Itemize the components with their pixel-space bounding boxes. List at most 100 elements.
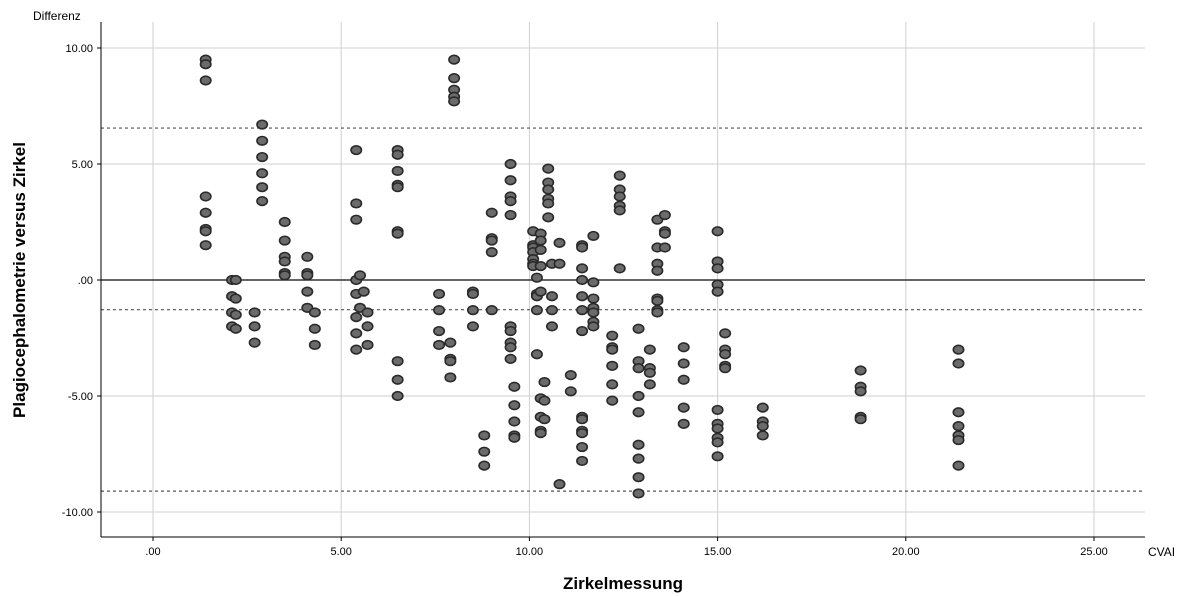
data-point [658,209,671,221]
data-point [677,374,690,385]
data-point [756,430,769,441]
data-point [278,235,291,246]
data-point [256,135,269,146]
data-point [632,488,645,499]
data-point [651,295,664,306]
x-tick-label: 25.00 [1080,546,1108,558]
data-point [256,196,269,207]
x-tick-label: 15.00 [704,546,732,558]
data-point [606,330,619,341]
data-point [199,191,212,202]
data-point [301,251,314,262]
data-point [504,342,517,353]
data-point [952,434,965,446]
data-point [229,309,242,320]
data-point [248,321,261,332]
data-point [711,263,724,274]
data-point [199,207,212,218]
data-point [256,151,269,163]
y-unit-label: Differenz [33,9,81,23]
data-point [538,376,551,388]
data-point [613,263,626,274]
data-point [711,404,724,416]
data-point [542,212,555,223]
data-point [632,407,645,418]
data-point [576,414,589,425]
data-point [350,344,363,355]
data-point [952,344,965,355]
data-point [466,321,479,332]
data-point [301,270,314,281]
data-point [651,307,664,318]
data-point [508,381,521,392]
data-point [643,344,656,355]
data-point [952,407,965,418]
data-point [485,207,498,218]
data-point [485,247,498,258]
data-point [587,321,600,332]
data-point [756,421,769,432]
data-point [530,305,543,316]
data-point [229,293,242,304]
y-tick-label: 10.00 [65,43,93,55]
data-point [448,73,461,84]
data-point [391,374,404,385]
data-point [466,288,479,300]
data-point [391,149,404,160]
data-point [576,291,589,302]
data-point [576,274,589,286]
data-point [301,286,314,297]
data-point [391,390,404,402]
data-point [199,75,212,86]
data-point [711,423,724,434]
data-point [606,379,619,390]
data-point [534,260,547,272]
data-point [538,414,551,425]
data-point [632,453,645,464]
y-tick-label: -5.00 [68,391,93,403]
data-point [508,416,521,427]
data-point [553,237,566,248]
data-point [199,240,212,251]
data-point [504,325,517,337]
data-point [658,228,671,239]
data-point [632,472,645,483]
data-point [587,293,600,304]
data-point [854,365,867,376]
data-point [433,325,446,337]
data-point [308,307,321,318]
data-point [504,196,517,207]
data-point [576,305,589,316]
data-point [504,158,517,170]
data-point [350,198,363,209]
data-point [485,235,498,246]
data-point [576,441,589,453]
data-point [542,184,555,195]
x-axis-title: Zirkelmessung [563,574,683,593]
data-point [466,305,479,316]
data-point [391,228,404,239]
data-point [508,432,521,443]
data-point [587,307,600,318]
data-point [534,244,547,255]
data-point [530,272,543,283]
data-point [564,370,577,381]
data-point [651,265,664,276]
y-axis-title: Plagiocephalometrie versus Zirkel [10,142,29,418]
data-point [248,337,261,348]
data-point [719,349,732,360]
data-point [278,216,291,228]
x-tick-label: 20.00 [892,546,920,558]
data-point [587,230,600,242]
data-point [576,325,589,337]
x-unit-label: CVAI [1148,545,1175,559]
data-point [248,307,261,318]
data-point [534,286,547,297]
data-point [361,339,374,351]
data-point [952,358,965,369]
data-point [448,54,461,65]
data-point [350,328,363,339]
data-point [444,356,457,367]
data-point [711,226,724,237]
data-point [677,342,690,353]
